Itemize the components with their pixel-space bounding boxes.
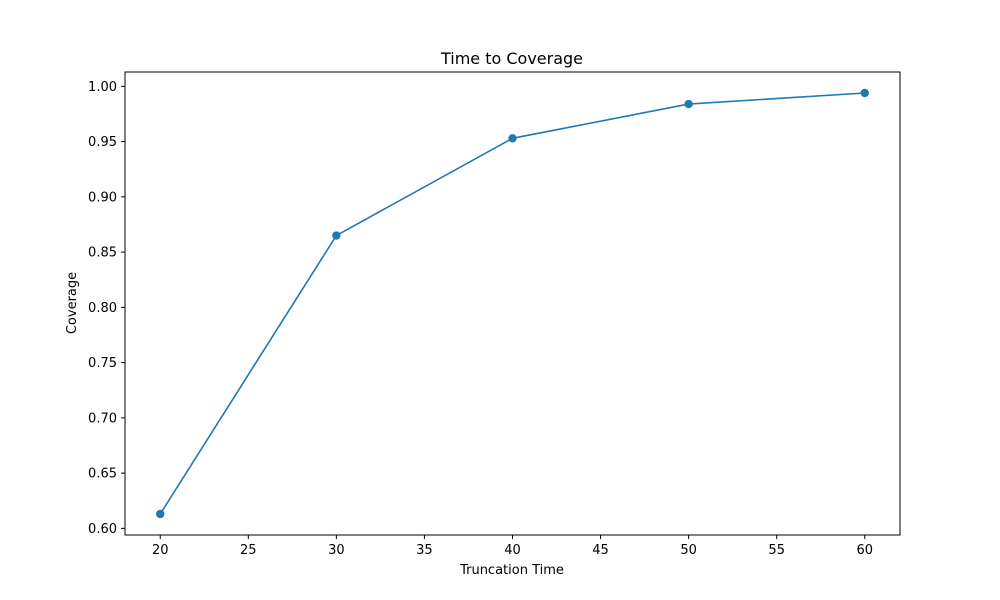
x-tick-label: 60 [856,543,873,558]
y-axis: 0.60 0.65 0.70 0.75 0.80 0.85 0.90 0.95 1.00 [88,80,125,537]
data-point [156,509,165,519]
y-tick-label: 0.95 [88,135,117,150]
data-point [508,134,517,143]
x-tick-label: 20 [152,543,169,558]
data-point [684,99,693,109]
x-axis-label: Truncation Time [459,563,564,578]
y-tick-label: 0.90 [88,190,117,205]
x-tick-label: 45 [592,543,609,558]
x-tick-label: 50 [680,543,697,558]
y-tick-label: 0.60 [88,522,117,537]
data-point [332,231,341,240]
y-tick-label: 0.80 [88,301,117,316]
series-line [159,92,865,515]
data-point [860,88,869,98]
y-tick-label: 0.65 [88,467,117,482]
x-tick-label: 30 [328,543,345,558]
x-tick-label: 35 [416,543,433,558]
y-tick-label: 0.70 [88,411,117,426]
x-tick-label: 25 [240,543,257,558]
y-axis-label: Coverage [65,272,80,334]
x-tick-label: 40 [504,543,521,558]
series-layer [156,88,869,519]
x-tick-label: 55 [768,543,785,558]
chart-title: Time to Coverage [440,49,583,68]
y-tick-label: 0.75 [88,356,117,371]
y-tick-label: 0.85 [88,246,117,261]
x-axis: 20 25 30 35 40 45 50 55 60 [152,535,873,558]
y-tick-label: 1.00 [88,80,117,95]
